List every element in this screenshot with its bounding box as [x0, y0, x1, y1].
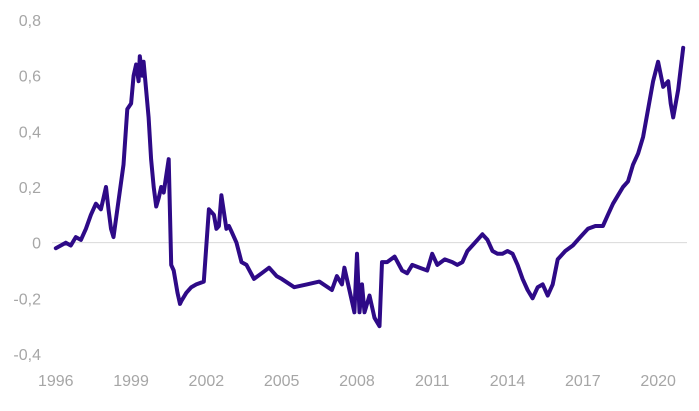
x-tick-label: 2020: [640, 373, 676, 390]
y-tick-label: 0,6: [19, 69, 41, 86]
x-tick-label: 2002: [189, 373, 225, 390]
y-tick-label: -0,2: [13, 291, 41, 308]
y-tick-label: 0,4: [19, 124, 41, 141]
x-tick-label: 2005: [264, 373, 300, 390]
y-tick-label: -0,4: [13, 347, 41, 364]
y-tick-label: 0,8: [19, 13, 41, 30]
y-tick-label: 0,2: [19, 180, 41, 197]
x-tick-label: 1999: [113, 373, 149, 390]
x-tick-label: 2017: [565, 373, 601, 390]
y-tick-label: 0: [32, 236, 41, 253]
x-tick-label: 2014: [490, 373, 526, 390]
x-axis-tick-labels: 1996 1999 2002 2005 2008 2011 2014 2017 2020: [38, 373, 676, 390]
x-tick-label: 1996: [38, 373, 74, 390]
y-axis-tick-labels: -0,4 -0,2 0 0,2 0,4 0,6 0,8: [13, 13, 41, 364]
x-tick-label: 2011: [415, 373, 450, 390]
x-tick-label: 2008: [339, 373, 375, 390]
series-line: [53, 45, 686, 329]
